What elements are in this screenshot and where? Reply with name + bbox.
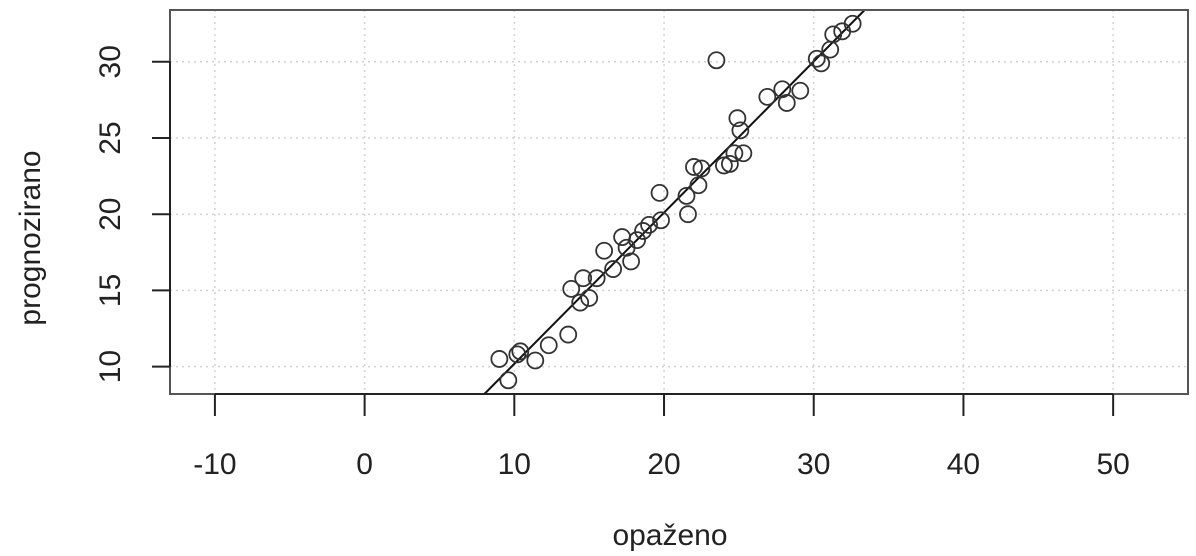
data-point xyxy=(511,342,530,361)
data-point xyxy=(526,351,545,370)
x-tick-label: 40 xyxy=(947,448,980,481)
data-point xyxy=(725,144,744,163)
data-point xyxy=(707,51,726,70)
data-point xyxy=(595,241,614,260)
grid xyxy=(170,10,1188,394)
data-point xyxy=(734,144,753,163)
data-point xyxy=(652,211,670,230)
data-point xyxy=(571,293,590,312)
x-tick-label: 10 xyxy=(498,448,531,481)
data-point xyxy=(613,228,632,246)
y-tick-label: 10 xyxy=(94,350,127,383)
x-tick-label: 20 xyxy=(647,448,680,481)
x-tick-label: 0 xyxy=(356,448,373,481)
data-point xyxy=(758,87,777,106)
data-point xyxy=(539,336,558,355)
data-point xyxy=(580,289,599,307)
data-point xyxy=(574,269,593,288)
y-tick-label: 15 xyxy=(94,274,127,307)
data-point xyxy=(628,231,646,249)
data-point xyxy=(843,14,862,33)
data-point xyxy=(559,325,578,344)
data-point xyxy=(634,222,652,240)
x-axis: -10 0 10 20 30 40 50 xyxy=(193,393,1130,481)
data-point xyxy=(692,159,711,178)
data-point xyxy=(679,205,697,224)
data-point xyxy=(807,49,826,68)
x-tick-label: 30 xyxy=(797,448,830,481)
data-point xyxy=(728,109,747,128)
y-tick-label: 30 xyxy=(94,45,127,78)
data-point xyxy=(640,215,658,234)
data-point xyxy=(604,260,623,278)
data-point xyxy=(777,94,796,112)
data-point xyxy=(650,183,669,202)
data-point xyxy=(677,187,696,205)
x-tick-label: -10 xyxy=(193,448,236,481)
data-point xyxy=(499,371,518,390)
x-axis-label: opaženo xyxy=(612,519,727,552)
data-point xyxy=(689,176,708,195)
data-point xyxy=(721,155,739,173)
data-point xyxy=(791,81,810,100)
data-point xyxy=(685,158,703,176)
fit-line-group xyxy=(483,9,866,395)
data-point xyxy=(490,350,509,368)
y-tick-label: 20 xyxy=(94,198,127,231)
data-point xyxy=(562,279,581,298)
data-point xyxy=(824,25,843,44)
data-point xyxy=(587,269,606,288)
data-point xyxy=(622,252,640,271)
data-point xyxy=(731,121,750,140)
x-tick-label: 50 xyxy=(1096,448,1129,481)
fit-line xyxy=(483,9,866,395)
data-point xyxy=(812,54,831,73)
data-points xyxy=(490,14,862,390)
y-axis-label: prognozirano xyxy=(14,150,47,325)
data-point xyxy=(508,345,527,364)
y-axis: 10 15 20 25 30 xyxy=(94,45,171,383)
plot-frame xyxy=(169,9,1189,395)
y-tick-label: 25 xyxy=(94,121,127,154)
